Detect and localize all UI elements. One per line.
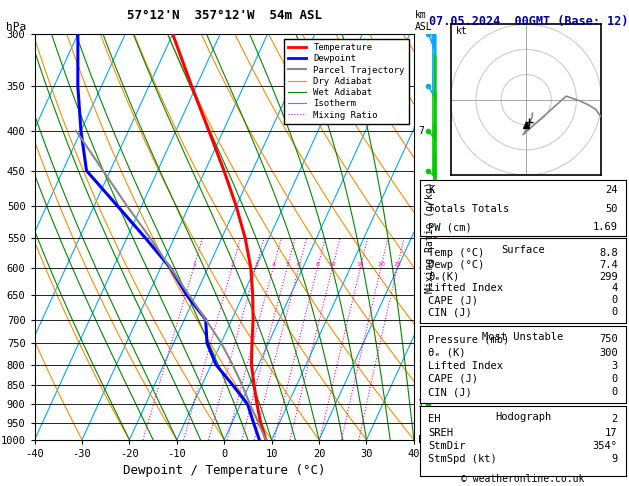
Text: Hodograph: Hodograph [495, 412, 551, 422]
Text: 2: 2 [418, 360, 424, 370]
Text: 0: 0 [611, 374, 618, 384]
Text: 07.05.2024  00GMT (Base: 12): 07.05.2024 00GMT (Base: 12) [428, 15, 628, 28]
Text: Totals Totals: Totals Totals [428, 205, 509, 214]
Text: hPa: hPa [6, 21, 26, 32]
Text: 354°: 354° [593, 441, 618, 451]
Legend: Temperature, Dewpoint, Parcel Trajectory, Dry Adiabat, Wet Adiabat, Isotherm, Mi: Temperature, Dewpoint, Parcel Trajectory… [284, 38, 409, 124]
Text: CAPE (J): CAPE (J) [428, 374, 479, 384]
Text: 0: 0 [611, 387, 618, 397]
Text: EH: EH [428, 414, 441, 424]
Text: 9: 9 [611, 454, 618, 464]
Text: 4: 4 [272, 261, 276, 267]
Text: θₑ (K): θₑ (K) [428, 347, 466, 358]
Text: 750: 750 [599, 334, 618, 344]
Text: 8.8: 8.8 [599, 248, 618, 258]
Text: 24: 24 [605, 186, 618, 195]
Text: 6: 6 [297, 261, 301, 267]
Text: Most Unstable: Most Unstable [482, 332, 564, 342]
Text: CIN (J): CIN (J) [428, 307, 472, 317]
Text: StmSpd (kt): StmSpd (kt) [428, 454, 497, 464]
Text: 15: 15 [357, 261, 365, 267]
Text: SREH: SREH [428, 428, 454, 437]
Text: 17: 17 [605, 428, 618, 437]
Text: 5: 5 [418, 201, 424, 211]
Text: θₑ(K): θₑ(K) [428, 272, 460, 281]
Text: K: K [428, 186, 435, 195]
Text: PW (cm): PW (cm) [428, 223, 472, 232]
Text: Temp (°C): Temp (°C) [428, 248, 485, 258]
Text: Lifted Index: Lifted Index [428, 283, 503, 294]
Text: 299: 299 [599, 272, 618, 281]
Text: Pressure (mb): Pressure (mb) [428, 334, 509, 344]
Text: 50: 50 [605, 205, 618, 214]
Text: CIN (J): CIN (J) [428, 387, 472, 397]
Text: Lifted Index: Lifted Index [428, 361, 503, 371]
Text: 8: 8 [316, 261, 320, 267]
Text: 0: 0 [611, 295, 618, 305]
Text: 2: 2 [230, 261, 235, 267]
Text: 3: 3 [611, 361, 618, 371]
Text: Surface: Surface [501, 245, 545, 255]
Text: 20: 20 [377, 261, 385, 267]
Text: 3: 3 [418, 314, 424, 325]
Text: 57°12'N  357°12'W  54m ASL: 57°12'N 357°12'W 54m ASL [126, 9, 322, 22]
Text: 5: 5 [286, 261, 289, 267]
Text: 25: 25 [394, 261, 401, 267]
Text: LCL: LCL [418, 435, 436, 445]
Text: 1.69: 1.69 [593, 223, 618, 232]
Text: 1: 1 [418, 399, 424, 409]
X-axis label: Dewpoint / Temperature (°C): Dewpoint / Temperature (°C) [123, 465, 325, 477]
Text: StmDir: StmDir [428, 441, 466, 451]
Text: 2: 2 [611, 414, 618, 424]
Text: Dewp (°C): Dewp (°C) [428, 260, 485, 270]
Text: 10: 10 [329, 261, 337, 267]
Text: 7.4: 7.4 [599, 260, 618, 270]
Text: km
ASL: km ASL [415, 10, 432, 32]
Text: CAPE (J): CAPE (J) [428, 295, 479, 305]
Text: 1: 1 [192, 261, 196, 267]
Text: 300: 300 [599, 347, 618, 358]
Text: kt: kt [456, 26, 467, 36]
Text: © weatheronline.co.uk: © weatheronline.co.uk [461, 473, 585, 484]
Text: 3: 3 [254, 261, 258, 267]
Text: 4: 4 [611, 283, 618, 294]
Text: 7: 7 [418, 126, 424, 136]
Text: 0: 0 [611, 307, 618, 317]
Text: 4: 4 [418, 262, 424, 273]
Text: Mixing Ratio (g/kg): Mixing Ratio (g/kg) [425, 181, 435, 293]
